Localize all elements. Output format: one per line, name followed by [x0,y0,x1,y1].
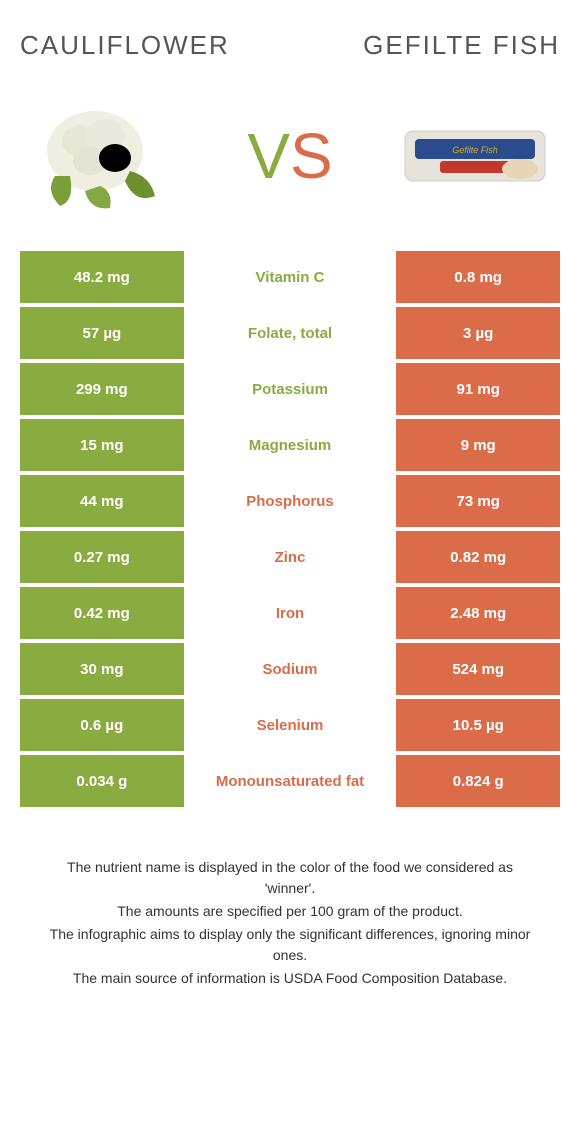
left-value: 0.6 µg [20,699,184,751]
footer-line-4: The main source of information is USDA F… [40,968,540,989]
left-food-title: Cauliflower [20,30,230,61]
nutrient-row: 0.27 mgZinc0.82 mg [20,531,560,583]
vs-s: S [290,120,333,192]
left-value: 299 mg [20,363,184,415]
nutrient-row: 15 mgMagnesium9 mg [20,419,560,471]
vs-row: VS Gefilte Fish [20,91,560,221]
right-value: 10.5 µg [396,699,560,751]
nutrient-label: Iron [184,587,397,639]
right-food-title: Gefilte fish [363,30,560,61]
nutrient-label: Zinc [184,531,397,583]
nutrient-label: Folate, total [184,307,397,359]
nutrient-table: 48.2 mgVitamin C0.8 mg57 µgFolate, total… [20,251,560,807]
footer-line-1: The nutrient name is displayed in the co… [40,857,540,899]
right-value: 2.48 mg [396,587,560,639]
footer-line-3: The infographic aims to display only the… [40,924,540,966]
gefilte-fish-image: Gefilte Fish [400,91,550,221]
footer-notes: The nutrient name is displayed in the co… [20,857,560,989]
nutrient-label: Sodium [184,643,397,695]
left-value: 57 µg [20,307,184,359]
right-value: 73 mg [396,475,560,527]
nutrient-row: 57 µgFolate, total3 µg [20,307,560,359]
nutrient-row: 0.6 µgSelenium10.5 µg [20,699,560,751]
svg-text:Gefilte Fish: Gefilte Fish [452,145,498,155]
left-value: 0.42 mg [20,587,184,639]
vs-v: V [247,120,290,192]
nutrient-label: Monounsaturated fat [184,755,397,807]
nutrient-row: 299 mgPotassium91 mg [20,363,560,415]
right-value: 0.82 mg [396,531,560,583]
footer-line-2: The amounts are specified per 100 gram o… [40,901,540,922]
right-value: 9 mg [396,419,560,471]
right-value: 91 mg [396,363,560,415]
nutrient-row: 0.034 gMonounsaturated fat0.824 g [20,755,560,807]
left-value: 30 mg [20,643,184,695]
nutrient-label: Phosphorus [184,475,397,527]
left-value: 44 mg [20,475,184,527]
nutrient-row: 30 mgSodium524 mg [20,643,560,695]
header: Cauliflower Gefilte fish [20,30,560,61]
cauliflower-image [30,91,180,221]
right-value: 0.824 g [396,755,560,807]
left-value: 48.2 mg [20,251,184,303]
nutrient-row: 0.42 mgIron2.48 mg [20,587,560,639]
right-value: 3 µg [396,307,560,359]
nutrient-label: Vitamin C [184,251,397,303]
vs-label: VS [247,119,332,193]
left-value: 0.27 mg [20,531,184,583]
nutrient-label: Selenium [184,699,397,751]
right-value: 0.8 mg [396,251,560,303]
left-value: 15 mg [20,419,184,471]
nutrient-label: Magnesium [184,419,397,471]
right-value: 524 mg [396,643,560,695]
nutrient-label: Potassium [184,363,397,415]
nutrient-row: 48.2 mgVitamin C0.8 mg [20,251,560,303]
nutrient-row: 44 mgPhosphorus73 mg [20,475,560,527]
left-value: 0.034 g [20,755,184,807]
